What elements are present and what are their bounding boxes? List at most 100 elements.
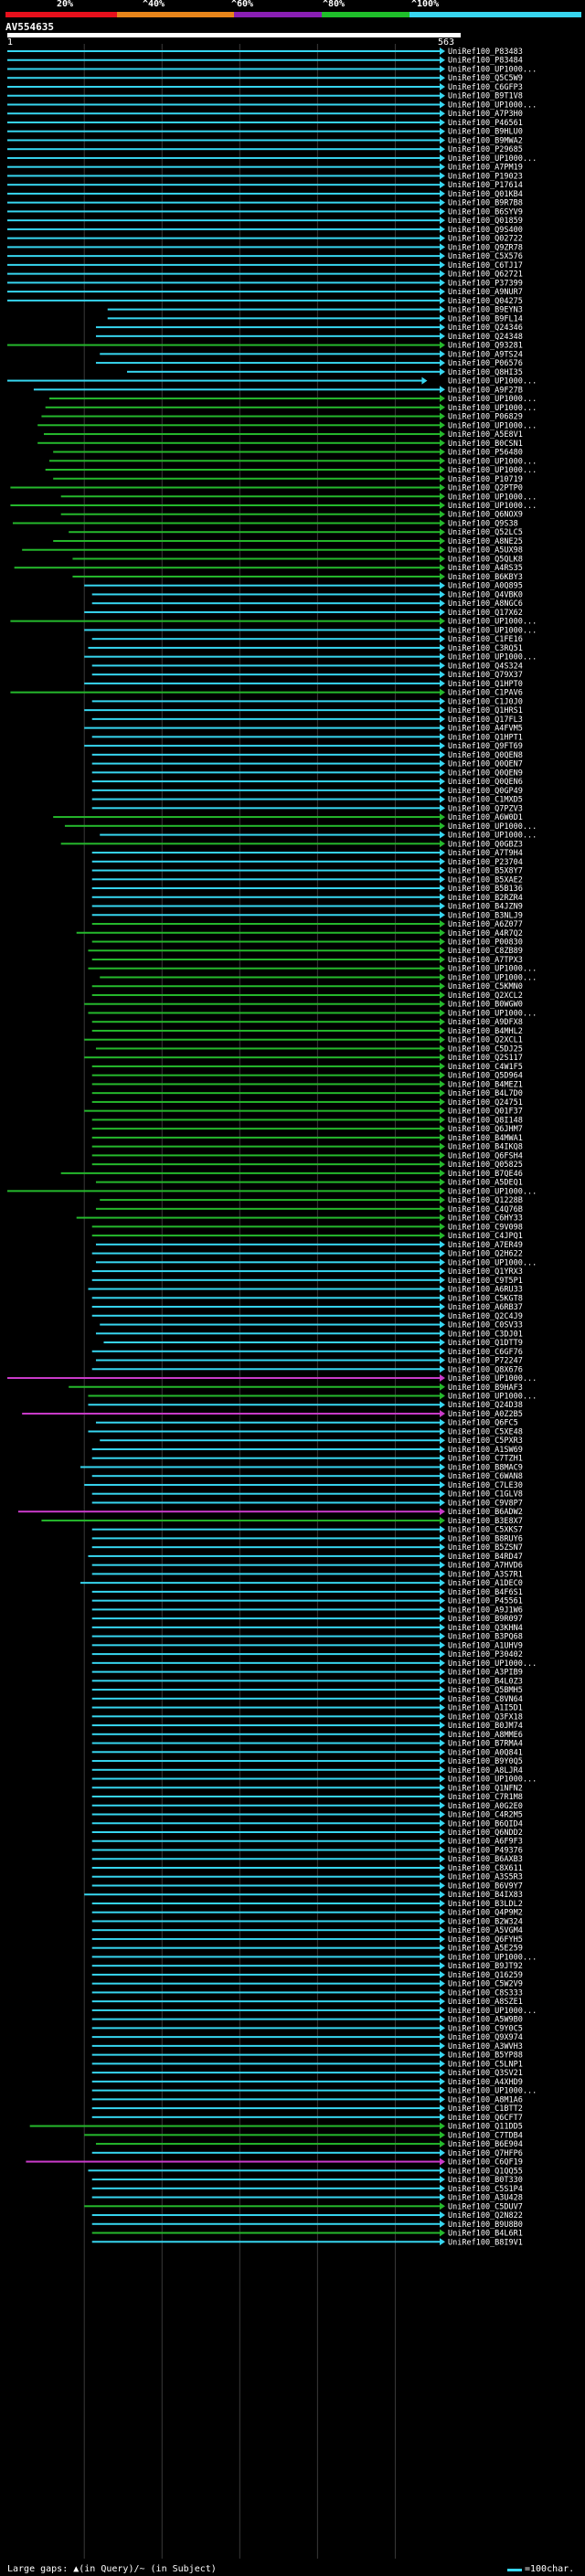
hit-row[interactable]: UniRef100_P06576: [7, 359, 523, 368]
hit-row[interactable]: UniRef100_Q1HPT0: [7, 679, 523, 689]
hit-row[interactable]: UniRef100_C6WAN8: [7, 1472, 523, 1481]
hit-row[interactable]: UniRef100_C5PXR3: [7, 1436, 523, 1446]
hit-row[interactable]: UniRef100_B2W324: [7, 1917, 523, 1926]
hit-row[interactable]: UniRef100_Q1HPT1: [7, 733, 523, 742]
hit-row[interactable]: UniRef100_UP1000...: [7, 1659, 537, 1669]
hit-row[interactable]: UniRef100_C6TJ17: [7, 260, 523, 270]
hit-row[interactable]: UniRef100_UP1000...: [7, 403, 537, 413]
hit-row[interactable]: UniRef100_A5W9B0: [7, 2015, 523, 2025]
hit-row[interactable]: UniRef100_B0WGW0: [7, 1000, 523, 1010]
hit-row[interactable]: UniRef100_Q17FL3: [7, 715, 523, 725]
hit-row[interactable]: UniRef100_Q17X62: [7, 608, 523, 618]
hit-row[interactable]: UniRef100_B5ZSN7: [7, 1543, 523, 1553]
hit-row[interactable]: UniRef100_P56480: [7, 448, 523, 458]
hit-row[interactable]: UniRef100_Q7PZV3: [7, 804, 523, 813]
hit-row[interactable]: UniRef100_B4RD47: [7, 1552, 523, 1562]
hit-row[interactable]: UniRef100_C3DJ01: [7, 1330, 523, 1339]
hit-row[interactable]: UniRef100_C5DJ25: [7, 1044, 523, 1054]
hit-row[interactable]: UniRef100_C5KMN0: [7, 982, 523, 991]
hit-row[interactable]: UniRef100_B0CSN1: [7, 439, 523, 449]
hit-row[interactable]: UniRef100_Q9FT69: [7, 742, 523, 751]
hit-row[interactable]: UniRef100_A7ER49: [7, 1240, 523, 1250]
hit-row[interactable]: UniRef100_UP1000...: [7, 376, 537, 387]
hit-row[interactable]: UniRef100_C7R1M8: [7, 1793, 523, 1802]
hit-row[interactable]: UniRef100_B4L0Z3: [7, 1677, 523, 1686]
hit-row[interactable]: UniRef100_Q9ZR78: [7, 243, 523, 252]
hit-row[interactable]: UniRef100_Q6JHM7: [7, 1125, 523, 1134]
hit-row[interactable]: UniRef100_A6Z077: [7, 920, 523, 929]
hit-row[interactable]: UniRef100_Q7HFP6: [7, 2148, 523, 2158]
hit-row[interactable]: UniRef100_C4W1F5: [7, 1062, 523, 1072]
hit-row[interactable]: UniRef100_C4Q76B: [7, 1204, 523, 1214]
hit-row[interactable]: UniRef100_UP1000...: [7, 101, 537, 110]
hit-row[interactable]: UniRef100_Q0QEN9: [7, 769, 523, 778]
hit-row[interactable]: UniRef100_B5B136: [7, 885, 523, 894]
hit-row[interactable]: UniRef100_B8I9V1: [7, 2238, 523, 2247]
hit-row[interactable]: UniRef100_Q0GBZ3: [7, 840, 523, 849]
hit-row[interactable]: UniRef100_A1I5D1: [7, 1703, 523, 1713]
hit-row[interactable]: UniRef100_P10719: [7, 474, 523, 484]
hit-row[interactable]: UniRef100_P23704: [7, 857, 523, 867]
hit-row[interactable]: UniRef100_B7RMA4: [7, 1739, 523, 1749]
hit-row[interactable]: UniRef100_P37399: [7, 279, 523, 288]
hit-row[interactable]: UniRef100_Q6NDD2: [7, 1829, 523, 1838]
hit-row[interactable]: UniRef100_B9MWA2: [7, 136, 523, 145]
hit-row[interactable]: UniRef100_A9F27B: [7, 386, 523, 395]
hit-row[interactable]: UniRef100_A3WVH3: [7, 2041, 523, 2051]
hit-row[interactable]: UniRef100_C8ZB89: [7, 947, 523, 956]
hit-row[interactable]: UniRef100_Q9S400: [7, 225, 523, 235]
hit-row[interactable]: UniRef100_B9HLU0: [7, 127, 523, 137]
hit-row[interactable]: UniRef100_P29685: [7, 145, 523, 154]
hit-row[interactable]: UniRef100_Q6FSH4: [7, 1151, 523, 1161]
hit-row[interactable]: UniRef100_Q02722: [7, 234, 523, 244]
hit-row[interactable]: UniRef100_C5KGT8: [7, 1294, 523, 1303]
hit-row[interactable]: UniRef100_Q04275: [7, 296, 523, 306]
hit-row[interactable]: UniRef100_B5X8Y7: [7, 866, 523, 876]
hit-row[interactable]: UniRef100_A4R7Q2: [7, 928, 523, 938]
hit-row[interactable]: UniRef100_UP1000...: [7, 65, 537, 74]
hit-row[interactable]: UniRef100_B6AXB3: [7, 1855, 523, 1864]
hit-row[interactable]: UniRef100_C6GF76: [7, 1347, 523, 1357]
hit-row[interactable]: UniRef100_Q5D964: [7, 1071, 523, 1081]
hit-row[interactable]: UniRef100_P00830: [7, 938, 523, 948]
hit-row[interactable]: UniRef100_UP1000...: [7, 1775, 537, 1785]
hit-row[interactable]: UniRef100_UP1000...: [7, 493, 537, 502]
hit-row[interactable]: UniRef100_UP1000...: [7, 421, 537, 430]
hit-row[interactable]: UniRef100_A5E259: [7, 1944, 523, 1954]
hit-row[interactable]: UniRef100_P49376: [7, 1846, 523, 1855]
hit-row[interactable]: UniRef100_P83483: [7, 48, 523, 57]
hit-row[interactable]: UniRef100_A1DEC0: [7, 1579, 523, 1588]
hit-row[interactable]: UniRef100_A4XHD9: [7, 2077, 523, 2087]
hit-row[interactable]: UniRef100_C1FE16: [7, 635, 523, 644]
hit-row[interactable]: UniRef100_B6E904: [7, 2140, 523, 2149]
hit-row[interactable]: UniRef100_C5W2V9: [7, 1979, 523, 1989]
hit-row[interactable]: UniRef100_A0Q841: [7, 1748, 523, 1757]
hit-row[interactable]: UniRef100_A9DFX8: [7, 1018, 523, 1027]
hit-row[interactable]: UniRef100_Q2H622: [7, 1249, 523, 1259]
hit-row[interactable]: UniRef100_Q2PTP0: [7, 483, 523, 493]
hit-row[interactable]: UniRef100_C0SV33: [7, 1320, 523, 1330]
hit-row[interactable]: UniRef100_B9FL14: [7, 314, 523, 323]
hit-row[interactable]: UniRef100_C8S333: [7, 1988, 523, 1998]
hit-row[interactable]: UniRef100_Q79X37: [7, 671, 523, 680]
hit-row[interactable]: UniRef100_Q1HRS1: [7, 706, 523, 716]
hit-row[interactable]: UniRef100_B3E8X7: [7, 1516, 523, 1526]
hit-row[interactable]: UniRef100_UP1000...: [7, 395, 537, 404]
hit-row[interactable]: UniRef100_B4MHL2: [7, 1026, 523, 1036]
hit-row[interactable]: UniRef100_C8X611: [7, 1863, 523, 1873]
hit-row[interactable]: UniRef100_A3S5R3: [7, 1872, 523, 1882]
hit-row[interactable]: UniRef100_P72247: [7, 1356, 523, 1366]
hit-row[interactable]: UniRef100_C9T5P1: [7, 1276, 523, 1286]
hit-row[interactable]: UniRef100_Q01859: [7, 217, 523, 226]
hit-row[interactable]: UniRef100_UP1000...: [7, 652, 537, 663]
hit-row[interactable]: UniRef100_C7LE30: [7, 1480, 523, 1490]
hit-row[interactable]: UniRef100_B9JT92: [7, 1962, 523, 1971]
hit-row[interactable]: UniRef100_C5DUV7: [7, 2202, 523, 2211]
hit-row[interactable]: UniRef100_B2RZR4: [7, 893, 523, 903]
hit-row[interactable]: UniRef100_Q24348: [7, 332, 523, 342]
hit-row[interactable]: UniRef100_Q1228B: [7, 1196, 523, 1205]
hit-row[interactable]: UniRef100_Q24346: [7, 323, 523, 333]
hit-row[interactable]: UniRef100_A5UX98: [7, 546, 523, 556]
hit-row[interactable]: UniRef100_Q5C5W9: [7, 74, 523, 83]
hit-row[interactable]: UniRef100_Q0QEN8: [7, 750, 523, 760]
